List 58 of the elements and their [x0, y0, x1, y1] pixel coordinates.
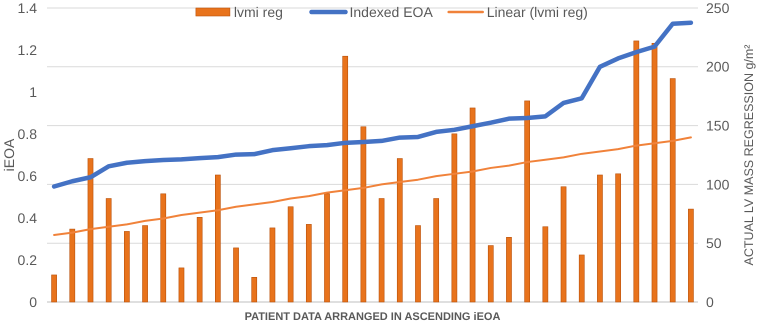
bar — [433, 198, 440, 302]
bar — [324, 194, 330, 302]
bar — [160, 194, 166, 302]
bar — [306, 224, 312, 302]
bar — [560, 186, 566, 302]
bar — [470, 108, 476, 302]
y2-tick-label: 200 — [706, 58, 730, 75]
bar — [342, 56, 348, 302]
bar — [524, 100, 530, 302]
y2-tick-label: 0 — [706, 294, 714, 310]
x-axis-title: PATIENT DATA ARRANGED IN ASCENDING iEOA — [244, 311, 500, 323]
bar — [142, 225, 148, 302]
y-axis-title: iEOA — [1, 138, 17, 172]
legend-label: lvmi reg — [234, 4, 283, 20]
y-tick-label: 0 — [29, 294, 38, 310]
bar — [251, 277, 258, 302]
y2-tick-label: 50 — [706, 235, 722, 252]
bar — [652, 42, 658, 302]
bar — [597, 174, 603, 302]
bar — [88, 158, 94, 302]
y2-tick-label: 250 — [706, 0, 730, 16]
bar — [69, 228, 76, 302]
bar — [615, 174, 621, 302]
bar — [506, 237, 512, 302]
y2-axis-title: ACTUAL LV MASS REGRESSION g/m² — [742, 44, 756, 266]
y-tick-label: 1 — [29, 84, 38, 100]
bar — [233, 248, 239, 302]
bar — [51, 274, 57, 302]
bar — [178, 268, 184, 302]
bar — [288, 206, 294, 302]
bar — [542, 226, 548, 302]
bar — [452, 134, 458, 302]
bar — [270, 228, 276, 302]
y2-tick-label: 150 — [706, 118, 730, 134]
bar — [396, 158, 403, 302]
bar — [670, 78, 676, 302]
bar — [488, 245, 494, 302]
bar — [688, 208, 694, 302]
bar — [196, 217, 202, 302]
legend-label: Indexed EOA — [350, 4, 434, 20]
legend-label: Linear (lvmi reg) — [486, 4, 588, 20]
bar — [578, 254, 585, 302]
y2-tick-label: 100 — [706, 176, 730, 192]
y-tick-label: 0.4 — [18, 210, 38, 226]
y-tick-label: 0.2 — [18, 252, 38, 268]
bar — [378, 198, 384, 302]
y-tick-label: 0.8 — [18, 126, 38, 142]
line-series — [52, 20, 694, 189]
bar — [360, 126, 366, 302]
y-tick-label: 1.2 — [18, 42, 38, 58]
bar — [633, 40, 640, 302]
bar — [215, 174, 221, 302]
y-tick-label: 1.4 — [18, 0, 38, 16]
bar — [415, 225, 421, 302]
bar — [124, 231, 130, 302]
y-tick-label: 0.6 — [18, 168, 38, 184]
line-series — [53, 136, 692, 236]
bar — [106, 198, 112, 302]
